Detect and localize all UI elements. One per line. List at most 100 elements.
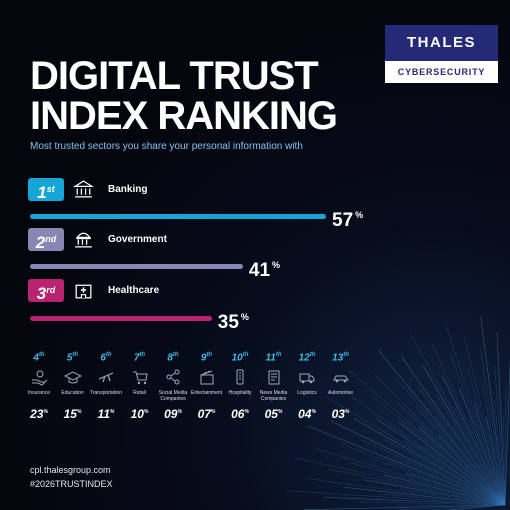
- background-ray: [349, 370, 506, 506]
- background-ray: [349, 462, 506, 506]
- rank-suffix: rd: [46, 285, 56, 295]
- value-unit: %: [76, 409, 82, 416]
- rank-number: 6: [100, 352, 106, 364]
- rank-suffix: th: [206, 352, 213, 358]
- rank-suffix: th: [105, 352, 112, 358]
- background-ray: [360, 501, 506, 506]
- value-unit: %: [344, 409, 350, 416]
- background-ray: [338, 442, 506, 506]
- rank-suffix: th: [242, 352, 249, 358]
- background-ray: [480, 349, 506, 506]
- background-ray: [435, 415, 506, 506]
- column-rank: 7th: [119, 352, 161, 363]
- rank-number: 1: [37, 183, 47, 202]
- background-ray: [349, 395, 506, 506]
- background-ray: [325, 396, 506, 506]
- value-unit: %: [43, 409, 48, 416]
- background-ray: [482, 383, 506, 506]
- background-ray: [363, 479, 506, 506]
- column-rank: 9th: [186, 352, 228, 363]
- bar-value-label: 57%: [332, 206, 363, 230]
- value-unit: %: [210, 409, 216, 416]
- column-rank: 10th: [219, 352, 261, 363]
- column-label: Retail: [133, 390, 146, 397]
- rank-suffix: th: [38, 352, 45, 358]
- column-label: Insurance: [28, 390, 50, 397]
- background-ray: [398, 421, 506, 506]
- value-unit: %: [244, 409, 249, 416]
- background-ray: [401, 356, 506, 506]
- footer-url[interactable]: cpl.thalesgroup.com: [30, 465, 111, 475]
- hospital-icon: [72, 279, 95, 302]
- background-ray: [399, 488, 506, 506]
- value-unit: %: [311, 409, 316, 416]
- sector-label: Healthcare: [108, 285, 160, 296]
- sector-label: Government: [108, 234, 167, 245]
- column-label: News Media Companies: [259, 390, 288, 403]
- background-ray: [396, 378, 506, 506]
- value-number: 10: [130, 407, 144, 422]
- rank-suffix: th: [139, 352, 146, 358]
- rank-number: 9: [200, 352, 207, 364]
- value-number: 11: [97, 407, 110, 422]
- rank-number: 11: [265, 352, 276, 364]
- background-ray: [452, 425, 506, 506]
- column-rank: 11th: [253, 352, 295, 363]
- clapperboard-icon: [198, 368, 216, 386]
- column-value-label: 10%: [119, 407, 161, 421]
- background-ray: [373, 396, 506, 506]
- background-ray: [361, 439, 506, 506]
- value-number: 05: [264, 407, 278, 422]
- bar: [30, 316, 212, 321]
- thales-logo: THALES CYBERSECURITY: [385, 25, 498, 83]
- column-value-label: 15%: [52, 407, 94, 421]
- background-ray: [395, 400, 506, 506]
- background-ray: [315, 448, 506, 506]
- hotel-icon: [231, 368, 249, 386]
- background-ray: [328, 469, 506, 506]
- column-value-label: 03%: [320, 407, 362, 421]
- sector-column: 4th Insurance 23%: [18, 352, 60, 421]
- background-ray: [384, 474, 506, 506]
- airplane-icon: [97, 368, 115, 386]
- rank-badge: 2nd: [28, 228, 64, 252]
- column-label: Hospitality: [228, 390, 252, 397]
- value-number: 41: [248, 260, 271, 281]
- column-rank: 12th: [286, 352, 328, 363]
- sector-column: 5th Education 15%: [52, 352, 94, 421]
- background-ray: [496, 332, 506, 506]
- background-ray: [323, 496, 506, 506]
- background-ray: [458, 387, 506, 506]
- background-ray: [504, 382, 507, 506]
- background-ray: [409, 333, 506, 506]
- background-ray: [379, 493, 506, 506]
- background-ray: [480, 316, 506, 506]
- rank-number: 5: [66, 352, 73, 364]
- column-rank: 4th: [18, 352, 60, 363]
- value-number: 23: [30, 407, 44, 422]
- value-unit: %: [355, 210, 364, 220]
- background-ray: [494, 365, 506, 506]
- government-building-icon: [72, 228, 95, 251]
- logo-brand-name: THALES: [385, 25, 498, 61]
- background-ray: [413, 458, 506, 506]
- background-ray: [485, 416, 506, 506]
- column-label: Transportation: [89, 390, 123, 397]
- graduation-cap-icon: [63, 368, 82, 386]
- background-ray: [377, 349, 506, 506]
- column-label: Education: [61, 390, 84, 397]
- rank-suffix: th: [309, 352, 316, 358]
- rank-badge: 1st: [28, 178, 64, 202]
- column-rank: 13th: [320, 352, 362, 363]
- background-ray: [436, 395, 506, 506]
- column-rank: 8th: [152, 352, 194, 363]
- rank-suffix: th: [72, 352, 79, 358]
- background-ray: [431, 343, 506, 506]
- car-icon: [332, 368, 350, 386]
- sector-column: 11th News Media Companies 05%: [253, 352, 295, 421]
- truck-icon: [298, 368, 316, 386]
- background-ray: [293, 457, 506, 506]
- rank-number: 7: [133, 352, 140, 364]
- column-value-label: 06%: [219, 407, 261, 421]
- value-number: 07: [197, 407, 211, 422]
